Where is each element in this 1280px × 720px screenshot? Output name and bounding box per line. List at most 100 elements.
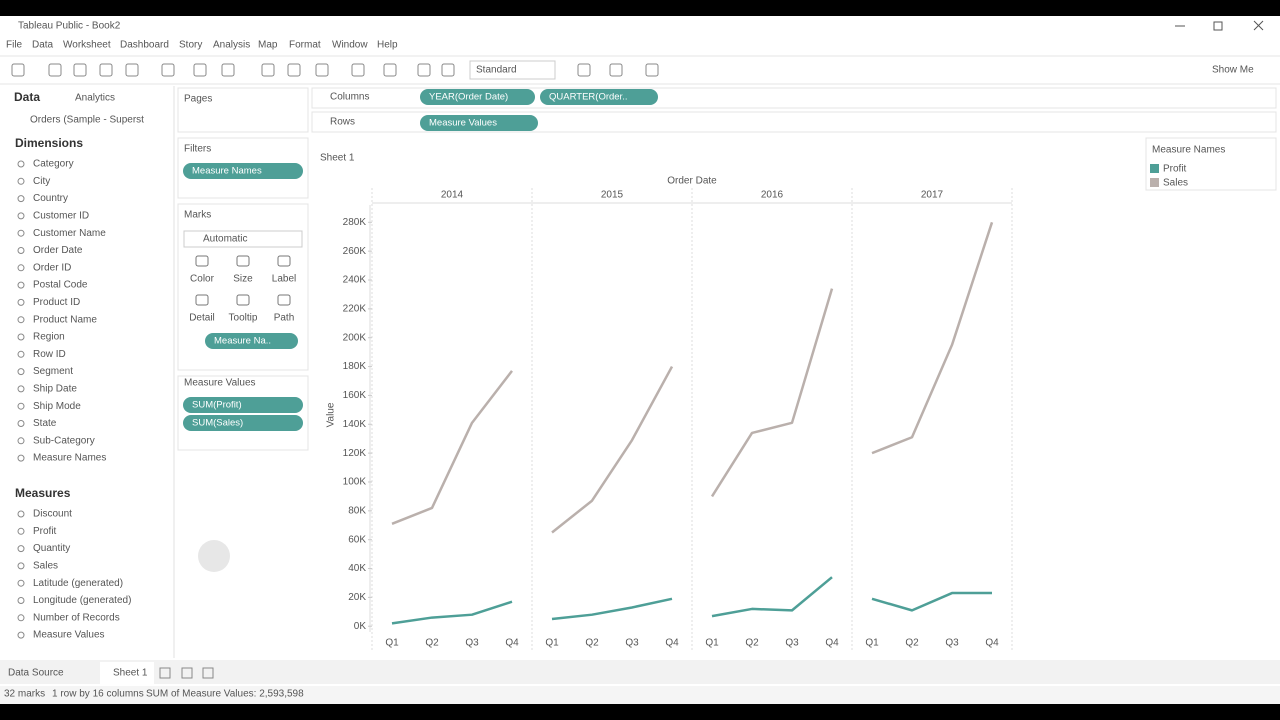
mark-button-icon[interactable] [277, 294, 291, 306]
mark-button[interactable]: Path [274, 313, 295, 324]
toolbar-icon[interactable] [261, 63, 275, 77]
measure-field[interactable]: Profit [33, 526, 57, 537]
measure-value-pill[interactable]: SUM(Profit) [192, 400, 242, 411]
measure-value-pill[interactable]: SUM(Sales) [192, 418, 243, 429]
toolbar-icon[interactable] [99, 63, 113, 77]
dimension-field[interactable]: Segment [33, 366, 73, 377]
mark-button[interactable]: Detail [189, 313, 215, 324]
toolbar-icon[interactable] [48, 63, 62, 77]
toolbar-icon[interactable] [417, 63, 431, 77]
marks-pill-bg[interactable] [205, 333, 298, 349]
dimension-field[interactable]: Order ID [33, 262, 71, 273]
new-sheet-icon[interactable] [202, 667, 214, 679]
toolbar-icon[interactable] [609, 63, 623, 77]
menu-item[interactable]: Format [289, 40, 321, 51]
rows-pill-bg[interactable] [420, 115, 538, 131]
dimension-field[interactable]: Ship Mode [33, 401, 81, 412]
menu-item[interactable]: Data [32, 40, 54, 51]
active-tab[interactable] [100, 662, 154, 684]
dimension-field[interactable]: Country [33, 193, 68, 204]
mark-button-icon[interactable] [195, 255, 209, 267]
columns-pill-bg[interactable] [540, 89, 658, 105]
measure-value-pill-bg[interactable] [183, 397, 303, 413]
dimension-field[interactable]: Product Name [33, 314, 97, 325]
mark-button[interactable]: Color [190, 274, 215, 285]
series-line [391, 600, 513, 625]
legend-label[interactable]: Profit [1163, 164, 1187, 175]
menu-item[interactable]: Story [179, 40, 202, 51]
legend-swatch[interactable] [1150, 164, 1159, 173]
data-source-tab[interactable]: Data Source [8, 668, 64, 679]
measure-field[interactable]: Latitude (generated) [33, 578, 123, 589]
mark-type-dropdown[interactable] [183, 230, 303, 248]
toolbar-icon[interactable] [11, 63, 25, 77]
data-tab[interactable]: Data [14, 90, 40, 104]
mark-button[interactable]: Size [233, 274, 253, 285]
menu-item[interactable]: Worksheet [63, 40, 111, 51]
menu-item[interactable]: Dashboard [120, 40, 169, 51]
dimension-field[interactable]: Ship Date [33, 384, 77, 395]
maximize-button[interactable] [1213, 21, 1223, 31]
dimension-field[interactable]: Region [33, 332, 65, 343]
dimension-field[interactable]: Row ID [33, 349, 66, 360]
toolbar-icon[interactable] [645, 63, 659, 77]
field-icon [17, 597, 25, 604]
measure-field[interactable]: Discount [33, 509, 72, 520]
toolbar-icon[interactable] [73, 63, 87, 77]
toolbar-icon[interactable] [441, 63, 455, 77]
dimension-field[interactable]: Product ID [33, 297, 80, 308]
dimension-field[interactable]: Customer ID [33, 211, 89, 222]
menu-item[interactable]: Analysis [213, 40, 250, 51]
columns-pill[interactable]: YEAR(Order Date) [429, 92, 508, 103]
legend-label[interactable]: Sales [1163, 178, 1188, 189]
dimension-field[interactable]: Order Date [33, 245, 83, 256]
dimension-field[interactable]: Measure Names [33, 453, 106, 464]
dimension-field[interactable]: Customer Name [33, 228, 106, 239]
menu-item[interactable]: Help [377, 40, 398, 51]
mark-button[interactable]: Tooltip [229, 313, 258, 324]
filter-pill[interactable]: Measure Names [192, 166, 262, 177]
dimension-field[interactable]: City [33, 176, 50, 187]
new-sheet-icon[interactable] [159, 667, 171, 679]
measure-field[interactable]: Sales [33, 561, 58, 572]
dimension-field[interactable]: State [33, 418, 57, 429]
toolbar-icon[interactable] [287, 63, 301, 77]
toolbar-icon[interactable] [125, 63, 139, 77]
measure-field[interactable]: Measure Values [33, 630, 105, 641]
marks-pill[interactable]: Measure Na.. [214, 336, 271, 347]
toolbar-icon[interactable] [221, 63, 235, 77]
show-me-button[interactable]: Show Me [1212, 65, 1254, 76]
fit-dropdown[interactable] [469, 60, 556, 80]
toolbar-icon[interactable] [383, 63, 397, 77]
analytics-tab[interactable]: Analytics [75, 93, 115, 104]
legend-swatch[interactable] [1150, 178, 1159, 187]
sheet-tab[interactable]: Sheet 1 [113, 668, 148, 679]
toolbar-icon[interactable] [351, 63, 365, 77]
menu-item[interactable]: Map [258, 40, 278, 51]
new-sheet-icon[interactable] [181, 667, 193, 679]
toolbar-icon[interactable] [315, 63, 329, 77]
toolbar-icon[interactable] [577, 63, 591, 77]
dimension-field[interactable]: Sub-Category [33, 435, 95, 446]
columns-pill[interactable]: QUARTER(Order.. [549, 92, 627, 103]
measure-value-pill-bg[interactable] [183, 415, 303, 431]
columns-pill-bg[interactable] [420, 89, 535, 105]
mark-button-icon[interactable] [195, 294, 209, 306]
menu-item[interactable]: Window [332, 40, 368, 51]
mark-button-icon[interactable] [236, 294, 250, 306]
mark-button-icon[interactable] [236, 255, 250, 267]
dimension-field[interactable]: Postal Code [33, 280, 88, 291]
mark-button[interactable]: Label [272, 274, 296, 285]
toolbar-icon[interactable] [161, 63, 175, 77]
rows-pill[interactable]: Measure Values [429, 118, 497, 129]
close-button[interactable] [1253, 20, 1264, 31]
toolbar-icon[interactable] [193, 63, 207, 77]
fit-label[interactable]: Standard [476, 65, 517, 76]
measure-field[interactable]: Number of Records [33, 612, 120, 623]
measure-field[interactable]: Longitude (generated) [33, 595, 131, 606]
menu-item[interactable]: File [6, 40, 23, 51]
measure-field[interactable]: Quantity [33, 543, 70, 554]
filter-pill-bg[interactable] [183, 163, 303, 179]
dimension-field[interactable]: Category [33, 159, 74, 170]
mark-button-icon[interactable] [277, 255, 291, 267]
